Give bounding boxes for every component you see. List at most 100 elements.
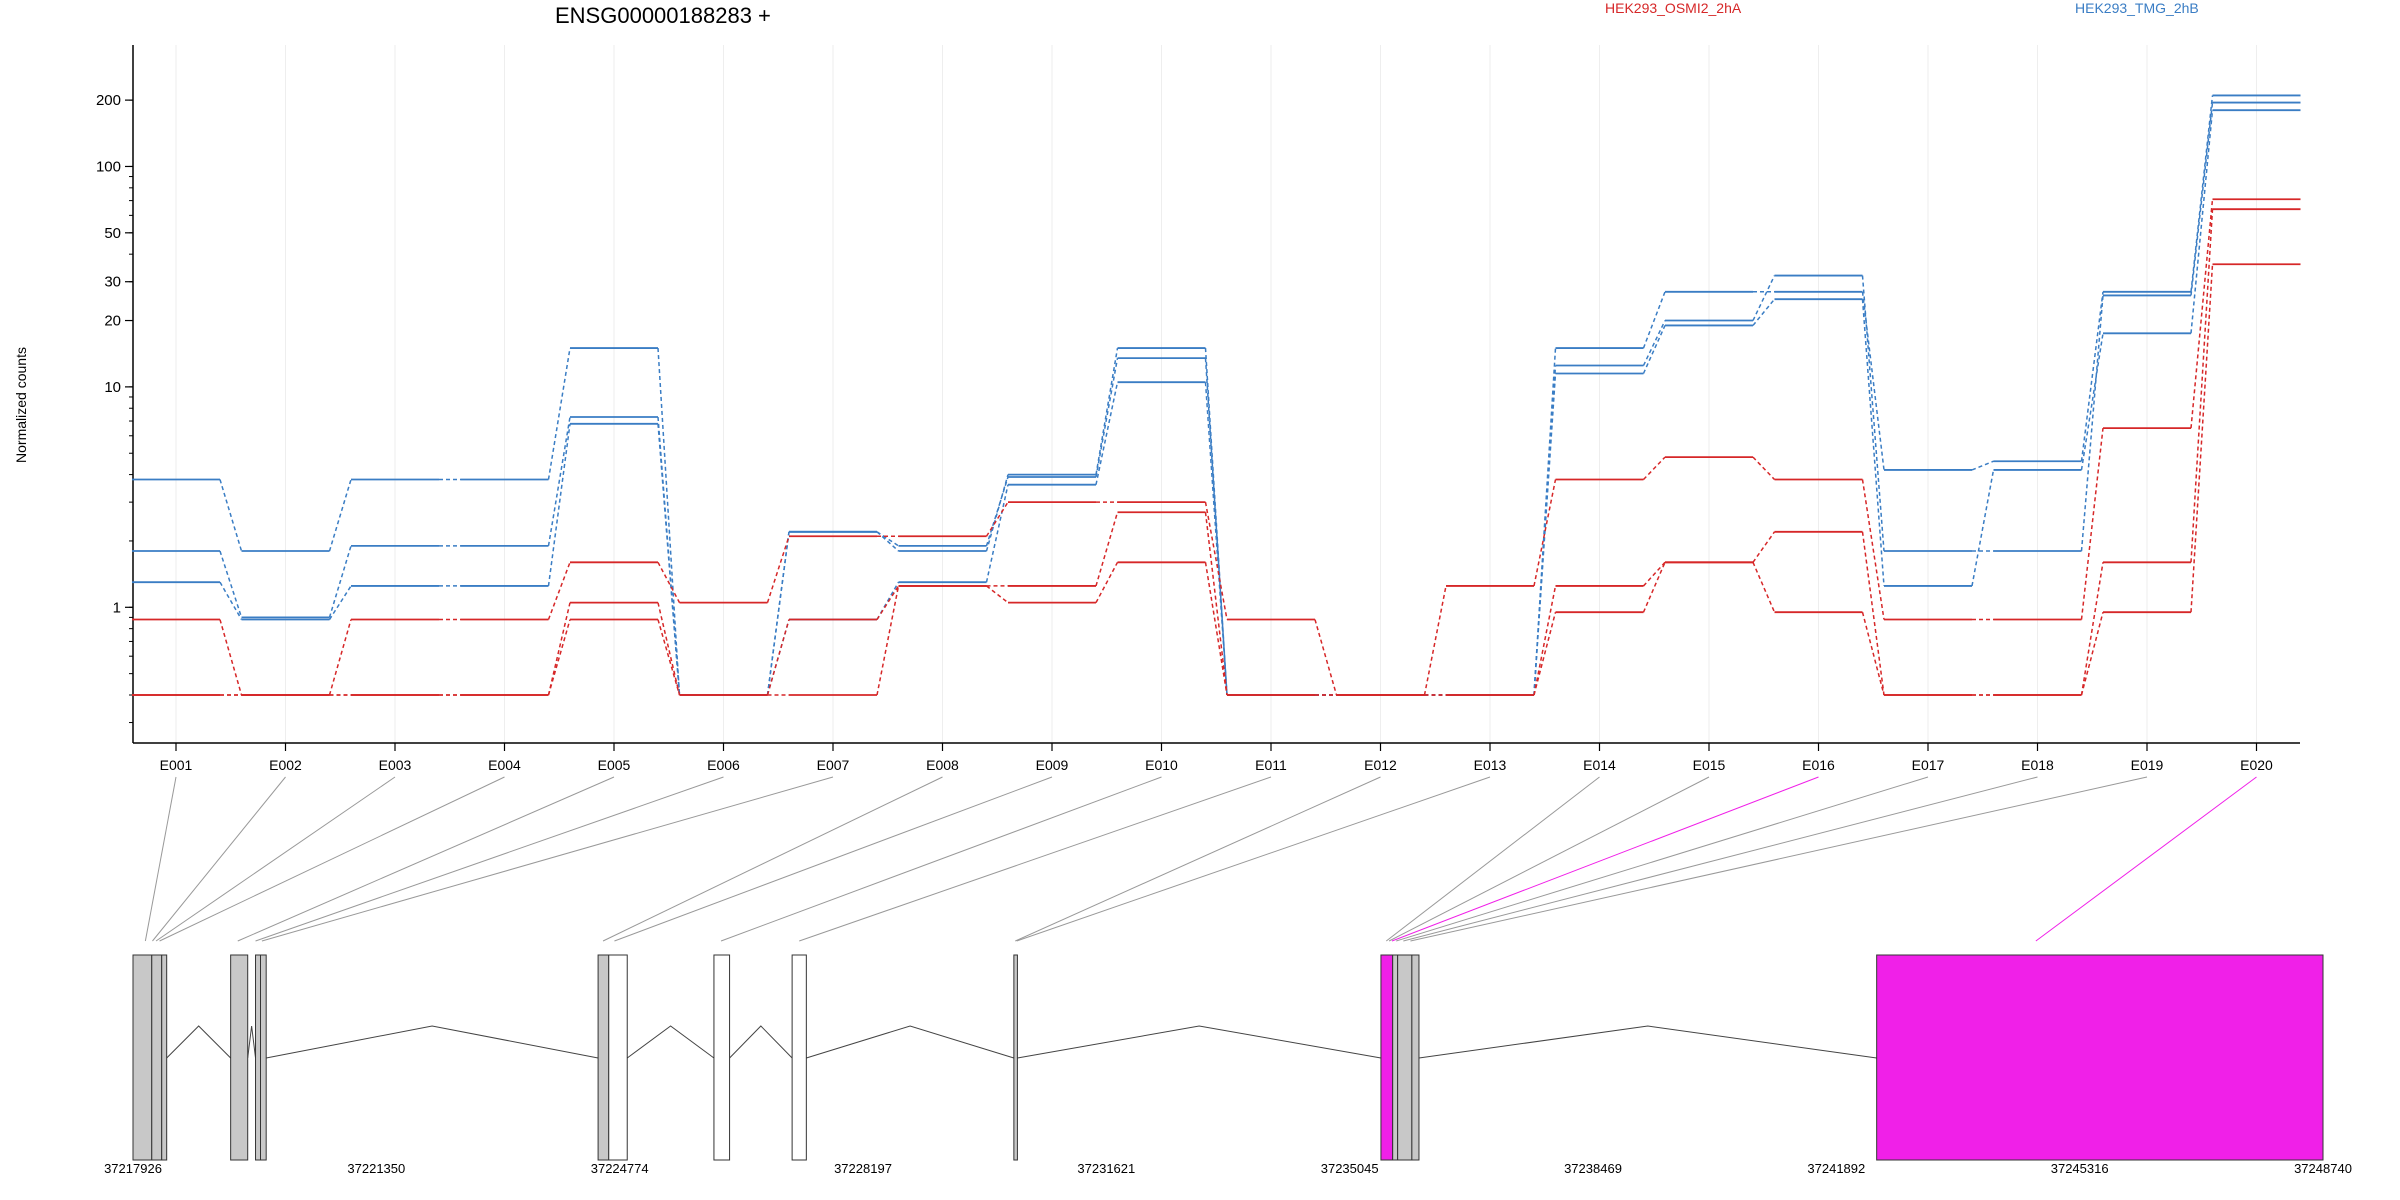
series-connector [876,531,899,547]
series-connector [876,585,900,696]
y-tick-label: 10 [104,379,121,396]
series-connector [876,581,900,620]
series-connector [2190,264,2214,613]
y-tick-label: 100 [96,158,121,175]
exon-tick-label: E013 [1474,757,1507,773]
series-connector [2190,199,2214,429]
series-connector [1861,291,1885,471]
series-connector [328,619,352,696]
coordinate-label: 37235045 [1321,1161,1379,1176]
series-connector [1204,501,1228,620]
exon-link-line [261,776,834,942]
exon-link-line [1388,776,1710,942]
series-connector [2190,209,2214,563]
series-connector [2080,612,2104,696]
series-connector [1095,561,1119,603]
series-connector [2080,333,2104,471]
x-axis: E001 E002 E003 E004 E005 E006 E007 E008 E009 E010… [133,742,2300,773]
exon-block [132,954,153,1161]
exon-block [791,954,807,1161]
series-connector [1095,358,1119,478]
exon-mapping-lines [144,776,2257,942]
exon-block [1380,954,1394,1161]
exon-tick-label: E015 [1693,757,1726,773]
exon-link-line [2035,776,2257,942]
exon-block [151,954,163,1161]
series-HEK293_TMG_2hB [132,109,2301,696]
series-connector [547,602,571,696]
series-connector [766,536,790,603]
exon-tick-label: E016 [1802,757,1835,773]
series-connector [876,531,899,552]
intron-line [266,1025,599,1059]
series-connector [1861,479,1885,620]
exon-tick-label: E017 [1912,757,1945,773]
series-connector [1752,562,1776,613]
series-connector [219,550,243,618]
series-connector [657,561,681,603]
series-connector [1642,456,1666,481]
coordinate-label: 37224774 [591,1161,649,1176]
coordinate-label: 37228197 [834,1161,892,1176]
series-connector [1861,299,1885,586]
series-connector [1752,531,1776,563]
exon-block [1392,954,1399,1161]
series-connector [1861,612,1885,696]
exon-block [608,954,628,1161]
intron-line [729,1025,793,1059]
exon-block [713,954,731,1161]
series-connector [2080,562,2104,696]
exon-tick-label: E005 [598,757,631,773]
series-connector [547,562,571,620]
exon-link-line [152,776,286,942]
series-connector [1752,275,1776,321]
y-axis-label: Normalized counts [13,347,29,463]
series-connector [985,474,1009,552]
coordinate-label: 37245316 [2051,1161,2109,1176]
legend-label-tmg: HEK293_TMG_2hB [2075,0,2199,16]
series-connector [657,348,681,696]
series-connector [2080,291,2104,462]
series-connector [1095,512,1119,587]
series-connector [1533,585,1557,696]
exon-tick-label: E006 [707,757,740,773]
series-connector [1752,456,1776,481]
exon-link-line [255,776,724,942]
exon-block [260,954,267,1161]
series-connector [328,585,352,620]
intron-line [1418,1025,1877,1059]
chart-title: ENSG00000188283 + [555,3,771,28]
series-connector [1861,531,1885,696]
series-connector [2190,110,2214,334]
exon-tick-label: E019 [2131,757,2164,773]
y-axis: 1 10 20 30 50 100 200 [96,45,134,743]
series-connector [1423,585,1447,696]
series-connector [328,545,352,618]
series-connector [657,619,681,696]
series-connector [1642,320,1666,366]
exon-block [1411,954,1420,1161]
series-connector [985,484,1009,583]
series-connector [986,585,1009,604]
series-connector [219,479,243,552]
coordinate-label: 37248740 [2294,1161,2352,1176]
intron-line [166,1025,232,1059]
exon-block [161,954,168,1161]
series-connector [2190,102,2214,296]
y-tick-label: 20 [104,313,121,330]
intron-line [626,1025,715,1059]
exon-link-line [155,776,396,942]
exon-block [255,954,262,1161]
intron-line [1017,1025,1382,1059]
exon-block [1397,954,1413,1161]
series-connector [547,619,571,696]
exon-link-line [602,776,943,942]
series-connector [2080,428,2104,620]
y-tick-label: 50 [104,225,121,242]
exon-link-line [1015,776,1381,942]
coordinate-label: 37241892 [1807,1161,1865,1176]
exon-tick-label: E002 [269,757,302,773]
series-connector [1533,612,1557,696]
series-connector [1861,275,1885,552]
exon-link-line [1016,776,1491,942]
